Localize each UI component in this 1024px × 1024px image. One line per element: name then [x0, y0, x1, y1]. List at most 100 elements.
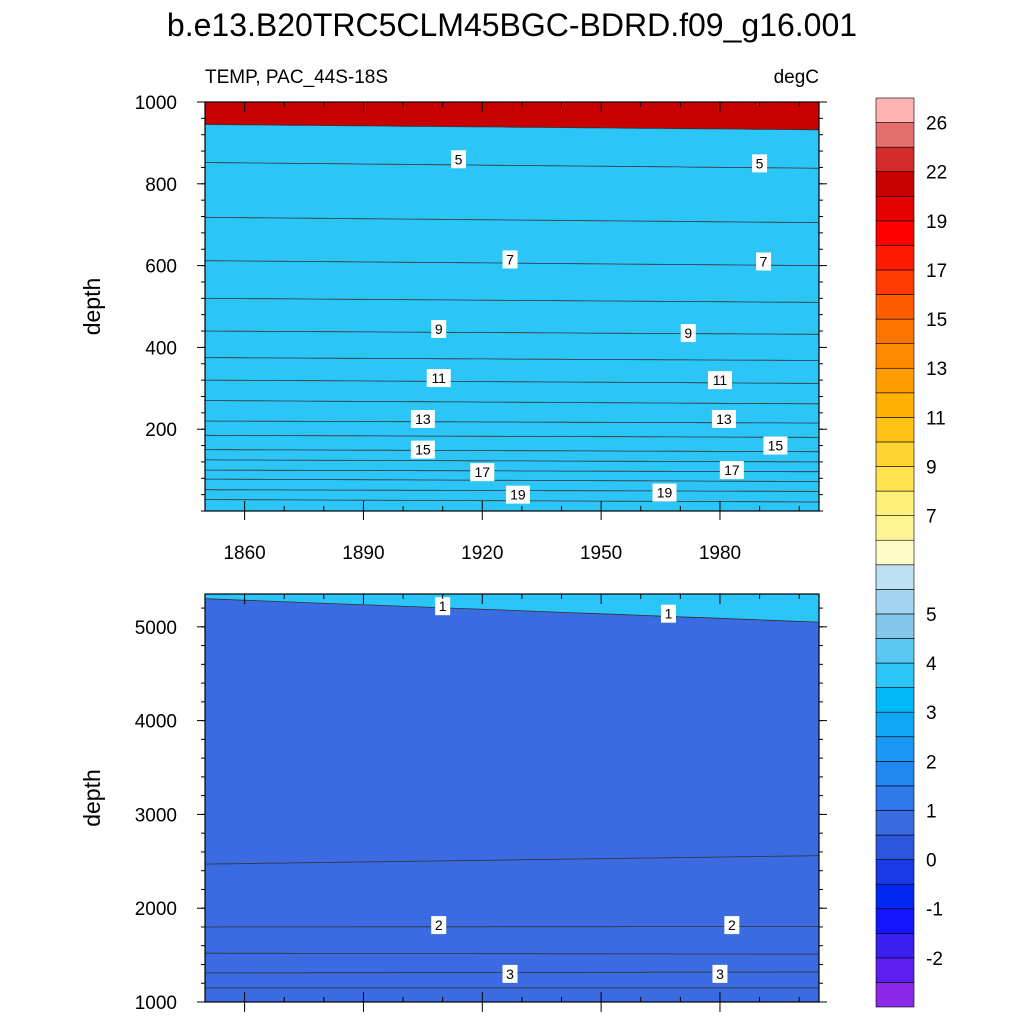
contour-label-bg [756, 252, 772, 271]
colorbar-swatch [875, 711, 915, 738]
colorbar-tick-label: 13 [926, 359, 947, 380]
colorbar-swatch [875, 441, 915, 467]
colorbar-tick-label: 0 [926, 851, 937, 872]
colorbar-swatch [875, 687, 915, 713]
contour-line [205, 952, 819, 955]
colorbar-swatch [875, 220, 915, 246]
y-axis-label: depth [79, 278, 105, 336]
contour-line [205, 478, 819, 482]
colorbar-swatch [875, 245, 915, 271]
contour-label: 7 [760, 254, 768, 270]
x-tick-label: 1920 [461, 543, 503, 564]
contour-label-bg [505, 485, 530, 504]
plot-frame [204, 101, 820, 512]
contour-line [205, 216, 819, 224]
colorbar-swatch [875, 97, 915, 123]
colorbar-tick-label: 1 [926, 801, 937, 822]
y-tick-label: 800 [145, 175, 177, 196]
colorbar-swatch [875, 171, 915, 197]
colorbar-swatch [875, 269, 915, 295]
colorbar-swatch [875, 834, 915, 860]
colorbar-swatch [875, 343, 915, 369]
colorbar-tick-label: 17 [926, 261, 947, 282]
colorbar-tick-label: 22 [926, 163, 947, 184]
colorbar-swatch [875, 392, 915, 418]
colorbar-swatch [875, 932, 915, 959]
contour-label: 3 [716, 966, 724, 982]
contour-line [205, 330, 819, 335]
colorbar-tick-label: 7 [926, 507, 937, 528]
colorbar-tick-label: 5 [926, 605, 937, 626]
contour-label: 11 [713, 372, 728, 388]
colorbar-swatch [875, 318, 915, 344]
contour-label: 3 [506, 966, 514, 982]
contour-label: 2 [728, 917, 736, 933]
contour-label-bg [410, 440, 435, 459]
colorbar-tick-label: 19 [926, 212, 947, 233]
colorbar-tick-label: 2 [926, 752, 937, 773]
colorbar-tick-label: -2 [926, 949, 943, 970]
y-tick-label: 2000 [135, 899, 177, 920]
colorbar-swatch [875, 785, 915, 811]
units-label: degC [774, 67, 819, 88]
colorbar-swatch [875, 810, 915, 836]
contour-label: 13 [415, 411, 431, 427]
colorbar-swatch [875, 883, 915, 910]
colorbar-swatch [875, 589, 915, 615]
x-tick-label: 1980 [699, 543, 741, 564]
colorbar: -2 -1 0 1 2 3 4 5 7 9 11 13 15 17 19 22 26 [875, 97, 947, 1008]
colorbar-tick-label: 11 [926, 408, 946, 429]
contour-band [205, 124, 819, 511]
colorbar-swatch [875, 490, 915, 516]
colorbar-swatch [875, 761, 915, 787]
contour-label: 2 [435, 917, 443, 933]
colorbar-swatch [875, 662, 915, 688]
contour-label: 1 [665, 606, 673, 622]
contour-line [205, 400, 819, 405]
contour-label-bg [660, 604, 676, 623]
colorbar-swatch [875, 564, 915, 590]
contour-label-bg [712, 964, 728, 983]
x-tick-label: 1890 [342, 543, 384, 564]
plot-frame [204, 593, 820, 1003]
colorbar-swatch [875, 195, 915, 222]
contour-line [205, 449, 819, 453]
colorbar-swatch [875, 417, 915, 443]
contour-label-bg [752, 154, 768, 173]
contour-line [205, 459, 819, 463]
contour-label-bg [502, 250, 518, 269]
contour-label-bg [431, 916, 447, 935]
contour-label-bg [435, 597, 451, 616]
colorbar-swatch [875, 515, 915, 541]
contour-line [205, 124, 819, 131]
colorbar-tick-label: 3 [926, 703, 937, 724]
contour-line [205, 162, 819, 169]
colorbar-swatch [875, 466, 915, 492]
y-tick-label: 5000 [135, 618, 177, 639]
colorbar-swatch [875, 908, 915, 934]
contour-line [205, 297, 819, 303]
contour-label: 7 [506, 251, 514, 267]
upper-panel: 19 19 17 17 15 15 13 13 11 11 9 9 7 7 5 5 1860 1890 1920 19… [79, 93, 827, 564]
contour-line [205, 469, 819, 473]
y-tick-label: 600 [145, 257, 177, 278]
colorbar-swatch [875, 146, 915, 173]
contour-label-bg [426, 369, 451, 388]
contour-label-bg [711, 409, 736, 428]
contour-line [205, 434, 819, 438]
contour-label-bg [652, 483, 677, 502]
colorbar-swatch [875, 982, 915, 1008]
colorbar-swatch [875, 736, 915, 762]
contour-label-bg [719, 461, 744, 480]
colorbar-tick-label: 15 [926, 310, 947, 331]
colorbar-swatch [875, 122, 915, 148]
contour-label-bg [431, 319, 447, 338]
contour-line [205, 926, 819, 928]
contour-line [205, 357, 819, 361]
contour-label: 19 [657, 485, 673, 501]
y-tick-label: 1000 [135, 993, 177, 1014]
contour-label: 11 [431, 370, 446, 386]
y-axis-label: depth [79, 769, 105, 827]
y-tick-label: 200 [145, 420, 177, 441]
colorbar-swatch [875, 859, 915, 885]
